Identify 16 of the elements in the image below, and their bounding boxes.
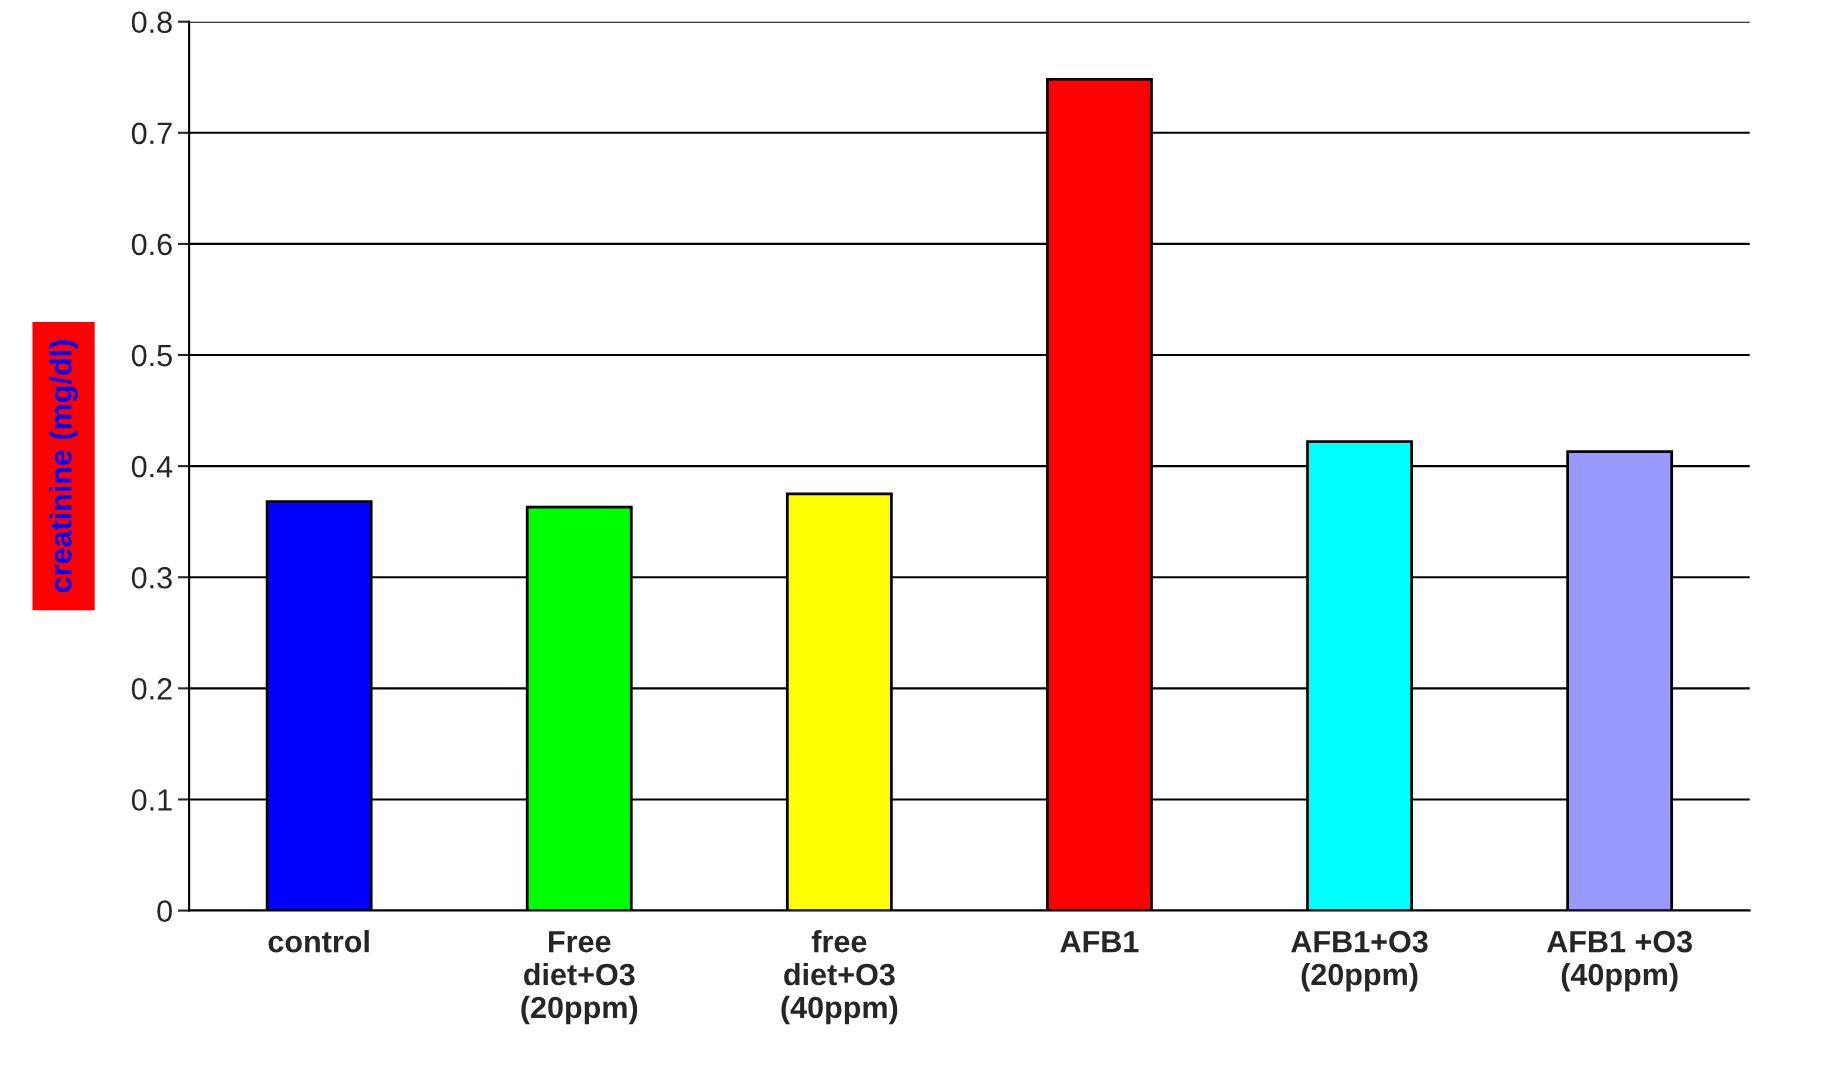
x-tick-label: control — [268, 930, 369, 953]
y-tick-label: 0.3 — [131, 566, 172, 589]
y-tick-label: 0.5 — [131, 344, 172, 367]
x-tick-label: Free diet+O3 (20ppm) — [521, 931, 638, 1025]
y-tick-label: 0.1 — [131, 789, 172, 811]
y-tick-label: 0.7 — [131, 122, 172, 145]
y-tick-label: 0.4 — [131, 455, 173, 478]
x-tick-label: AFB1 +O3 (40ppm) — [1546, 930, 1692, 992]
y-tick-label: 0.8 — [131, 11, 172, 34]
y-tick-label: 0.6 — [131, 233, 172, 256]
x-tick-label: free diet+O3 (40ppm) — [781, 930, 898, 1025]
y-tick-label: 0.2 — [131, 678, 172, 700]
x-tick-label: AFB1 — [1060, 931, 1139, 953]
x-tick-label: AFB1+O3 (20ppm) — [1291, 930, 1428, 992]
y-tick-label: 0 — [157, 900, 172, 922]
y-axis-title: creatinine (mg/dl) — [49, 340, 78, 593]
